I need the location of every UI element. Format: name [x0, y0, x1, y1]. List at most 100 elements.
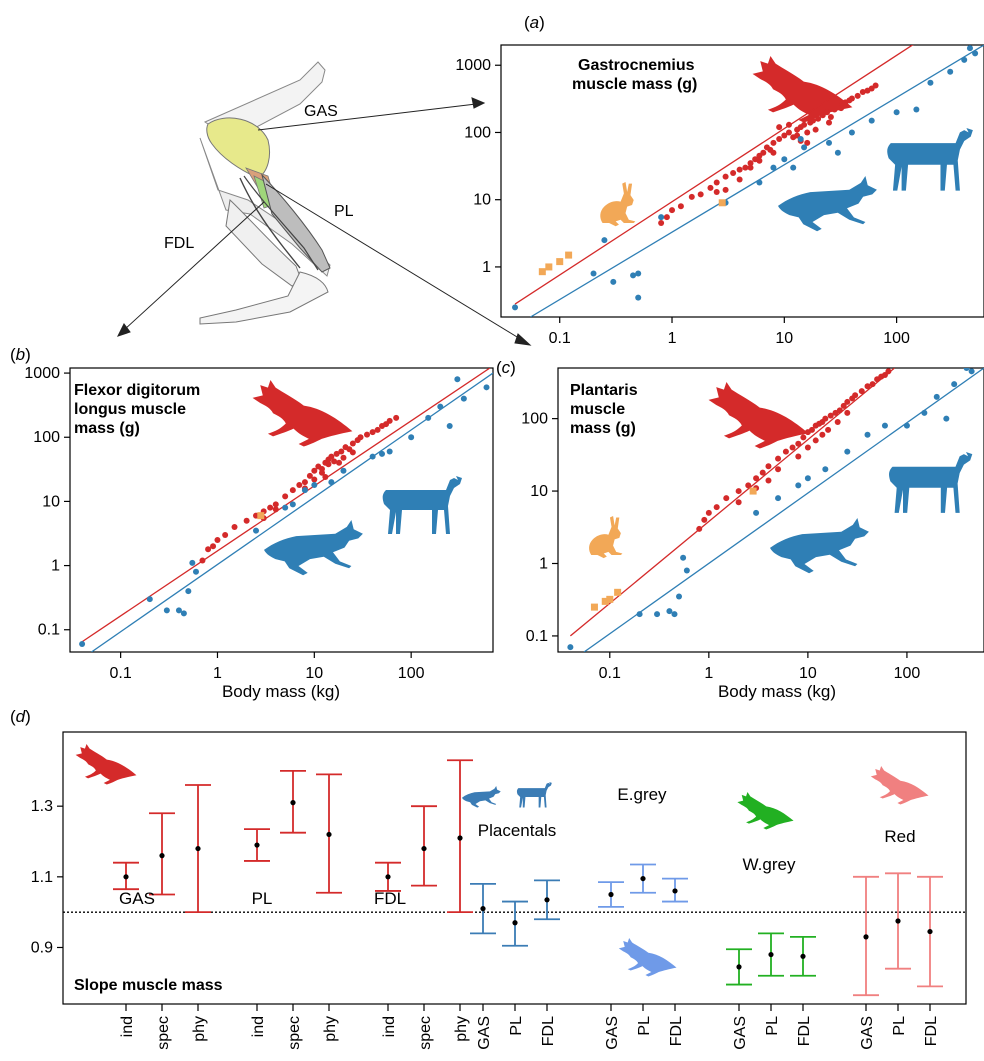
plot-frame [69, 367, 494, 653]
error-bar [411, 805, 437, 887]
macropod-point [885, 368, 892, 375]
macropod-point [804, 129, 811, 136]
gas-label: GAS [304, 103, 338, 120]
gastrocnemius-muscle [206, 117, 271, 179]
mean-point [895, 918, 901, 924]
y-tick-label: 1.1 [31, 869, 53, 886]
macropod-point [776, 135, 783, 142]
error-bar [244, 828, 270, 862]
x-tick-label: FDL [668, 1016, 685, 1046]
hare-icon [589, 516, 623, 559]
panel-label-a: (a) [524, 13, 545, 32]
macropod-point [782, 448, 789, 455]
macropod-point [834, 418, 841, 425]
x-tick-label: 0.1 [110, 665, 132, 682]
placental-point [146, 596, 153, 603]
macropod-point [795, 453, 802, 460]
macropod-point [722, 173, 729, 180]
chart-title: Slope muscle mass [74, 977, 223, 994]
macropod-point [765, 463, 772, 470]
placental-point [834, 149, 841, 156]
macropod-point [306, 472, 313, 479]
macropod-point [340, 454, 347, 461]
macropod-point [301, 479, 308, 486]
macropod-point [795, 440, 802, 447]
kangaroo-icon [737, 792, 794, 830]
mean-point [800, 953, 806, 959]
macropod-fit-line [514, 45, 914, 305]
macropod-point [701, 516, 708, 523]
error-bar [149, 812, 175, 896]
macropod-point [349, 449, 356, 456]
placental-point [921, 409, 928, 416]
leporid-point [749, 487, 757, 495]
error-bar [375, 861, 401, 892]
deer-icon [889, 452, 973, 513]
chart-title: Flexor digitorum longus muscle mass (g) [74, 382, 200, 437]
macropod-point [781, 132, 788, 139]
placental-point [328, 479, 335, 486]
mean-point [512, 920, 518, 926]
macropod-point [765, 477, 772, 484]
macropod-point [869, 381, 876, 388]
arrow-fdl [123, 201, 265, 331]
x-tick-label: ind [381, 1016, 398, 1037]
macropod-point [677, 203, 684, 210]
fdl-label: FDL [164, 235, 194, 252]
mean-point [457, 835, 463, 841]
x-tick-label: phy [322, 1016, 339, 1042]
error-bar [758, 932, 784, 977]
error-bar [917, 875, 943, 988]
macropod-point [747, 160, 754, 167]
placental-point [826, 139, 833, 146]
placental-point [340, 467, 347, 474]
error-bar [662, 877, 688, 903]
macropod-point [707, 184, 714, 191]
x-tick-label: 0.1 [599, 665, 621, 682]
placental-point [804, 475, 811, 482]
error-bar [598, 881, 624, 908]
x-tick-label: GAS [859, 1016, 876, 1050]
macropod-point [826, 119, 833, 126]
placental-point [927, 79, 934, 86]
macropod-point [854, 92, 861, 99]
kangaroo-icon [618, 938, 677, 977]
macropod-point [864, 383, 871, 390]
macropod-point [231, 523, 238, 530]
macropod-point [815, 115, 822, 122]
placental-point [425, 414, 432, 421]
macropod-point [736, 176, 743, 183]
placental-point [680, 554, 687, 561]
chart-title: Plantaris muscle mass (g) [570, 382, 638, 437]
error-bar [885, 872, 911, 970]
macropod-point [747, 164, 754, 171]
chart-panel-c: 0.1 1 10 100 0.1 1 10 100 Plantaris muscle mass (g… [521, 367, 984, 682]
mean-point [290, 800, 296, 806]
placental-point [635, 294, 642, 301]
macropod-point [199, 557, 206, 564]
placental-point [756, 179, 763, 186]
macropod-point [349, 440, 356, 447]
macropod-point [858, 388, 865, 395]
macropod-point [745, 482, 752, 489]
placental-point [848, 129, 855, 136]
macropod-point [272, 506, 279, 513]
macropod-point [296, 482, 303, 489]
macropod-point [272, 501, 279, 508]
x-tick-label: 1 [668, 330, 677, 347]
group-label: Placentals [478, 821, 556, 840]
macropod-point [669, 207, 676, 214]
placental-point [282, 504, 289, 511]
macropod-point [282, 493, 289, 500]
mean-point [736, 964, 742, 970]
macropod-point [713, 179, 720, 186]
macropod-point [311, 467, 318, 474]
placental-point [844, 448, 851, 455]
group-label: FDL [374, 889, 406, 908]
placental-point [512, 304, 519, 311]
x-tick-label: 100 [883, 330, 910, 347]
placental-point [483, 384, 490, 391]
kangaroo-icon [708, 382, 809, 449]
placental-point [185, 588, 192, 595]
placental-point [654, 611, 661, 618]
